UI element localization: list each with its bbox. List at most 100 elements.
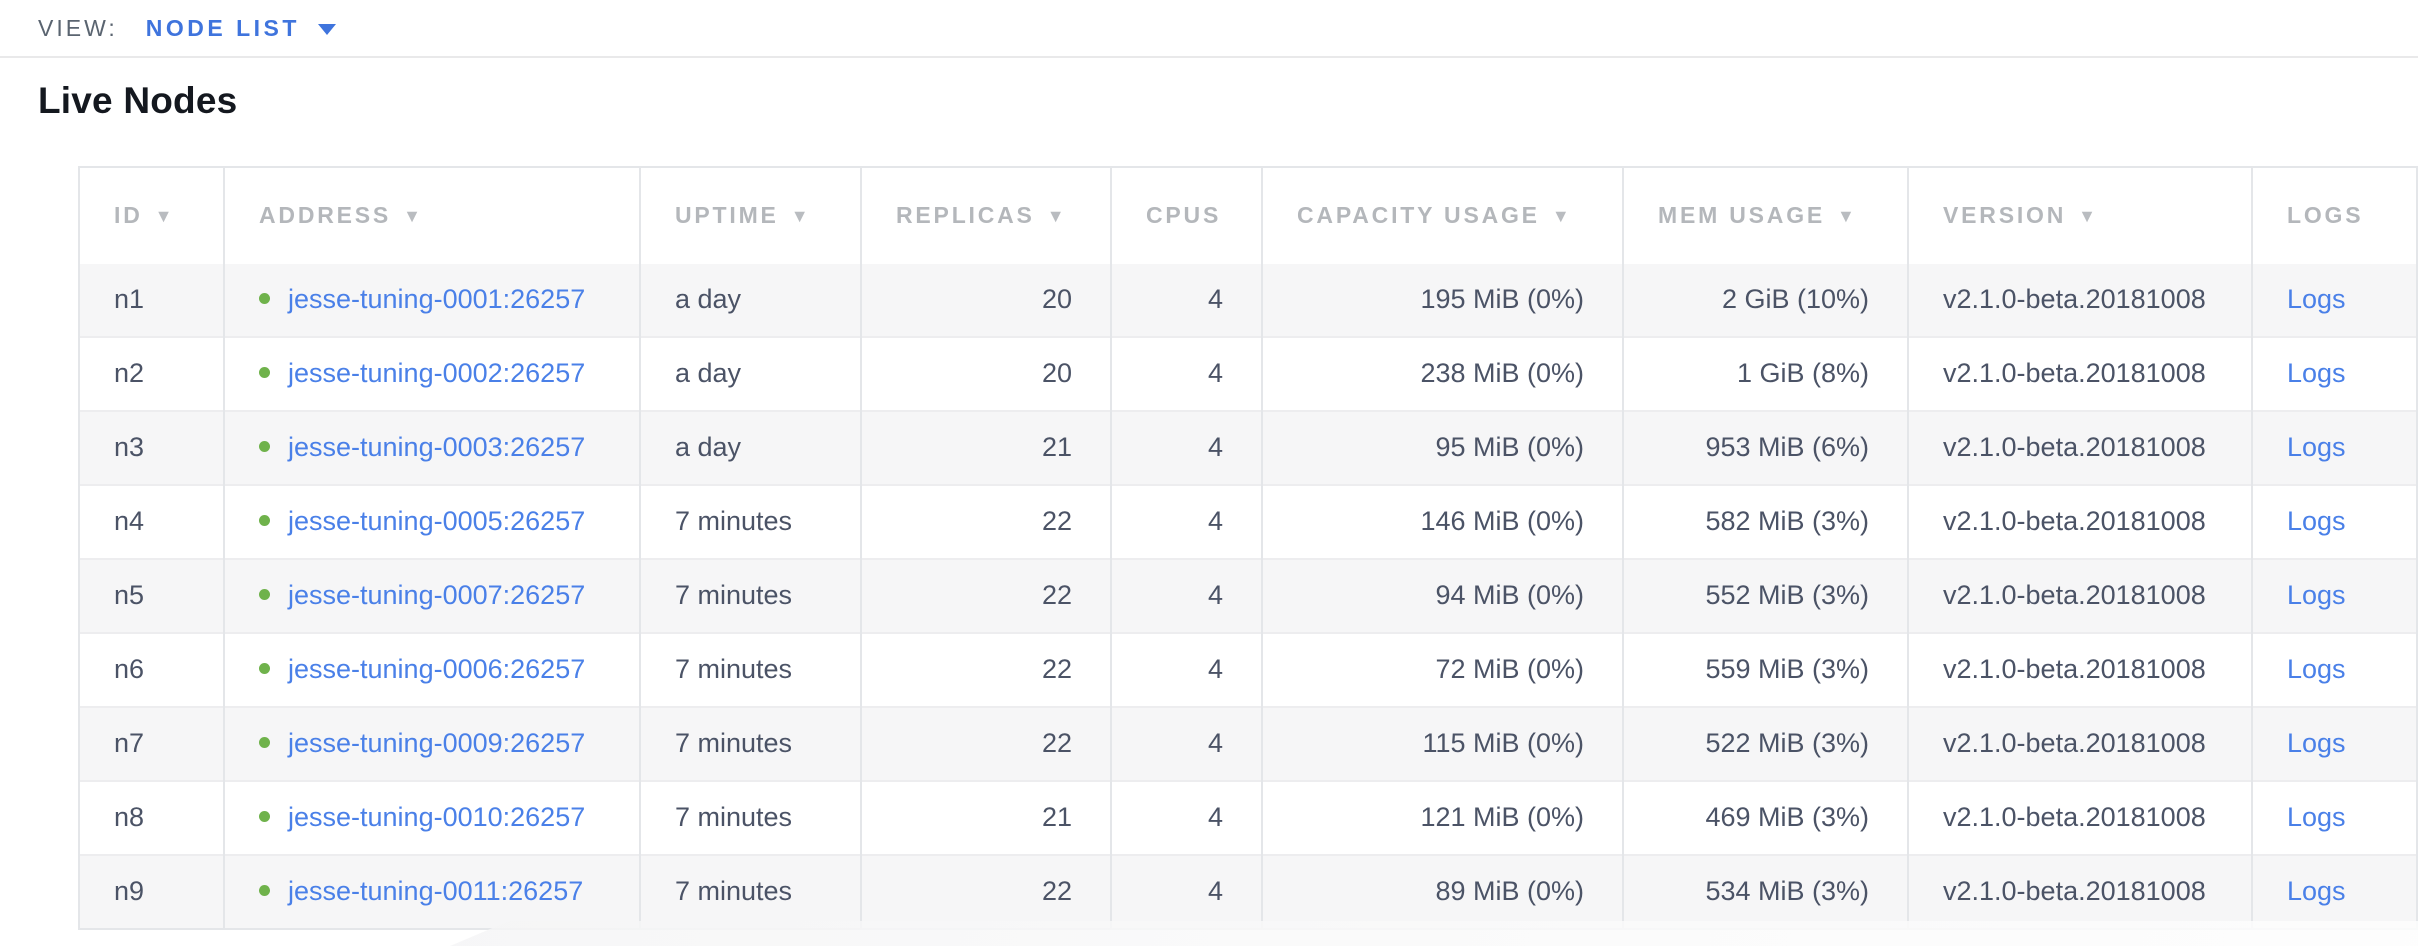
cell-address: jesse-tuning-0009:26257 — [223, 705, 641, 781]
table-row: n5 jesse-tuning-0007:26257 7 minutes 22 … — [78, 557, 2418, 633]
cell-logs: Logs — [2251, 853, 2418, 929]
column-header-cpus: CPUS — [1110, 166, 1263, 264]
view-dropdown[interactable]: NODE LIST — [146, 15, 336, 42]
cell-replicas: 20 — [860, 263, 1112, 337]
cell-mem-usage: 522 MiB (3%) — [1622, 705, 1909, 781]
view-dropdown-value: NODE LIST — [145, 14, 300, 41]
address-link[interactable]: jesse-tuning-0002:26257 — [288, 358, 586, 389]
cell-cpus: 4 — [1110, 483, 1263, 559]
cell-uptime: 7 minutes — [639, 483, 862, 559]
table-row: n6 jesse-tuning-0006:26257 7 minutes 22 … — [78, 631, 2418, 707]
cell-replicas: 21 — [860, 409, 1112, 485]
cell-cpus: 4 — [1110, 853, 1263, 929]
logs-link[interactable]: Logs — [2287, 506, 2346, 537]
cell-cpus: 4 — [1110, 335, 1263, 411]
column-header-capacity-usage[interactable]: CAPACITY USAGE ▼ — [1261, 166, 1624, 264]
node-live-status-icon — [259, 515, 270, 527]
cell-capacity-usage: 72 MiB (0%) — [1261, 631, 1624, 707]
table-row: n1 jesse-tuning-0001:26257 a day 20 4 19… — [78, 263, 2418, 337]
cell-replicas: 22 — [860, 853, 1112, 929]
cell-address: jesse-tuning-0002:26257 — [223, 335, 641, 411]
column-header-id[interactable]: ID ▼ — [78, 166, 225, 264]
address-link[interactable]: jesse-tuning-0006:26257 — [288, 654, 586, 685]
column-header-version[interactable]: VERSION ▼ — [1907, 166, 2253, 264]
cell-replicas: 22 — [860, 705, 1112, 781]
sort-desc-icon: ▼ — [403, 206, 424, 227]
cell-logs: Logs — [2251, 631, 2418, 707]
cell-logs: Logs — [2251, 557, 2418, 633]
cell-logs: Logs — [2251, 335, 2418, 411]
node-live-status-icon — [259, 663, 270, 675]
cell-logs: Logs — [2251, 779, 2418, 855]
column-header-replicas[interactable]: REPLICAS ▼ — [860, 166, 1112, 264]
logs-link[interactable]: Logs — [2287, 358, 2346, 389]
sort-desc-icon: ▼ — [2078, 206, 2099, 227]
cell-version: v2.1.0-beta.20181008 — [1907, 705, 2253, 781]
node-live-status-icon — [259, 293, 270, 305]
cell-mem-usage: 953 MiB (6%) — [1622, 409, 1909, 485]
cell-address: jesse-tuning-0003:26257 — [223, 409, 641, 485]
cell-uptime: 7 minutes — [639, 705, 862, 781]
table-row: n8 jesse-tuning-0010:26257 7 minutes 21 … — [78, 779, 2418, 855]
cell-logs: Logs — [2251, 409, 2418, 485]
cell-logs: Logs — [2251, 705, 2418, 781]
cell-version: v2.1.0-beta.20181008 — [1907, 631, 2253, 707]
cell-uptime: a day — [639, 409, 862, 485]
column-header-mem-usage[interactable]: MEM USAGE ▼ — [1622, 166, 1909, 264]
node-live-status-icon — [259, 441, 270, 453]
cell-version: v2.1.0-beta.20181008 — [1907, 557, 2253, 633]
sort-desc-icon: ▼ — [1046, 206, 1068, 227]
logs-link[interactable]: Logs — [2287, 580, 2346, 611]
cell-mem-usage: 534 MiB (3%) — [1622, 853, 1909, 929]
view-bar: VIEW: NODE LIST — [0, 0, 2418, 58]
node-live-status-icon — [259, 589, 270, 601]
table-row: n3 jesse-tuning-0003:26257 a day 21 4 95… — [78, 409, 2418, 485]
address-link[interactable]: jesse-tuning-0007:26257 — [288, 580, 586, 611]
cell-mem-usage: 582 MiB (3%) — [1622, 483, 1909, 559]
cell-capacity-usage: 94 MiB (0%) — [1261, 557, 1624, 633]
address-link[interactable]: jesse-tuning-0005:26257 — [288, 506, 586, 537]
cell-version: v2.1.0-beta.20181008 — [1907, 335, 2253, 411]
address-link[interactable]: jesse-tuning-0011:26257 — [288, 876, 584, 907]
logs-link[interactable]: Logs — [2287, 728, 2346, 759]
cell-mem-usage: 1 GiB (8%) — [1622, 335, 1909, 411]
table-row: n2 jesse-tuning-0002:26257 a day 20 4 23… — [78, 335, 2418, 411]
sort-desc-icon: ▼ — [790, 206, 812, 227]
address-link[interactable]: jesse-tuning-0009:26257 — [288, 728, 586, 759]
cell-node-id: n9 — [78, 853, 225, 929]
column-header-logs: LOGS — [2251, 166, 2418, 264]
cell-capacity-usage: 115 MiB (0%) — [1261, 705, 1624, 781]
cell-version: v2.1.0-beta.20181008 — [1907, 779, 2253, 855]
logs-link[interactable]: Logs — [2287, 284, 2346, 315]
table-body: n1 jesse-tuning-0001:26257 a day 20 4 19… — [78, 263, 2418, 929]
cell-uptime: 7 minutes — [639, 557, 862, 633]
table-header-row: ID ▼ ADDRESS ▼ UPTIME ▼ REPLICAS ▼ CPUS — [78, 166, 2418, 264]
logs-link[interactable]: Logs — [2287, 654, 2346, 685]
cell-replicas: 21 — [860, 779, 1112, 855]
cell-address: jesse-tuning-0011:26257 — [223, 853, 641, 929]
cell-address: jesse-tuning-0005:26257 — [223, 483, 641, 559]
column-header-uptime[interactable]: UPTIME ▼ — [639, 166, 862, 264]
sort-desc-icon: ▼ — [1837, 206, 1858, 227]
cell-uptime: a day — [639, 263, 862, 337]
cell-mem-usage: 2 GiB (10%) — [1622, 263, 1909, 337]
cell-node-id: n8 — [78, 779, 225, 855]
address-link[interactable]: jesse-tuning-0003:26257 — [288, 432, 586, 463]
logs-link[interactable]: Logs — [2287, 802, 2346, 833]
cell-cpus: 4 — [1110, 779, 1263, 855]
cell-capacity-usage: 89 MiB (0%) — [1261, 853, 1624, 929]
logs-link[interactable]: Logs — [2287, 432, 2346, 463]
cell-cpus: 4 — [1110, 705, 1263, 781]
column-header-address[interactable]: ADDRESS ▼ — [223, 166, 641, 264]
cell-cpus: 4 — [1110, 557, 1263, 633]
logs-link[interactable]: Logs — [2287, 876, 2346, 907]
address-link[interactable]: jesse-tuning-0010:26257 — [288, 802, 586, 833]
sort-desc-icon: ▼ — [1551, 206, 1573, 227]
cell-capacity-usage: 238 MiB (0%) — [1261, 335, 1624, 411]
cell-uptime: 7 minutes — [639, 853, 862, 929]
cell-node-id: n2 — [78, 335, 225, 411]
cell-node-id: n1 — [78, 263, 225, 337]
address-link[interactable]: jesse-tuning-0001:26257 — [288, 284, 586, 315]
cell-address: jesse-tuning-0006:26257 — [223, 631, 641, 707]
view-label: VIEW: — [38, 14, 118, 41]
